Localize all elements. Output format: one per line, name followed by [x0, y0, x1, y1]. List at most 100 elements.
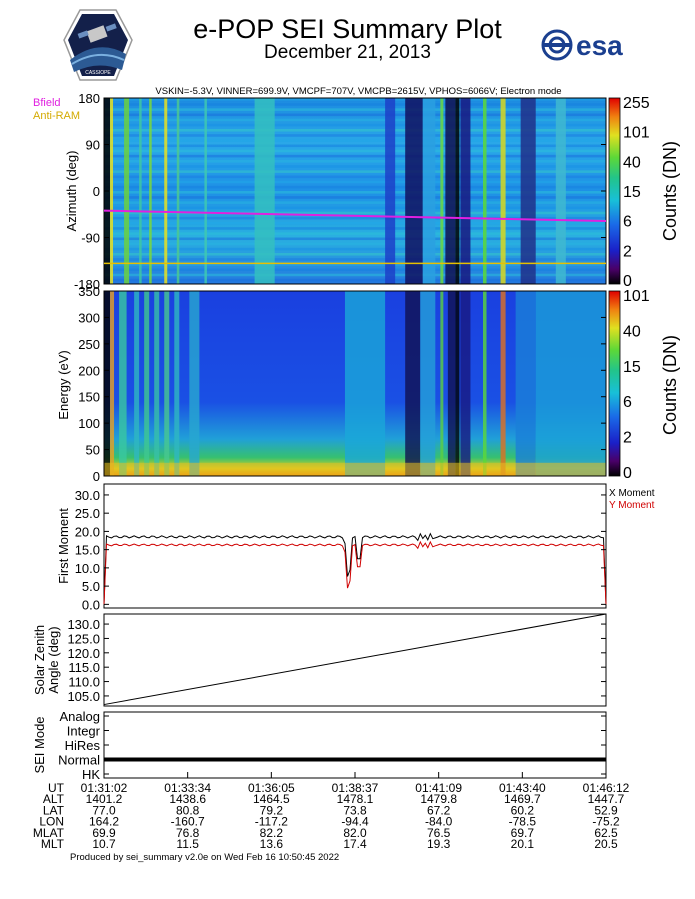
ephemeris-cell: 01:38:37	[332, 781, 379, 795]
energy-low-band	[104, 462, 606, 476]
energy-stripe	[344, 291, 386, 476]
legend-antiram: Anti-RAM	[33, 110, 81, 122]
ephemeris-cell: 11.5	[176, 837, 199, 851]
azimuth-colorbar-ticks: 255 101 40 15 6 2 0	[623, 95, 650, 290]
azimuth-stripe	[110, 98, 114, 284]
energy-stripe	[144, 291, 150, 476]
azimuth-colorbar-tick: 101	[623, 125, 650, 142]
ephemeris-row-label: LON	[39, 815, 64, 829]
azimuth-band	[104, 258, 606, 261]
azimuth-tick-label: -180	[74, 277, 100, 292]
energy-colorbar-tick: 101	[623, 288, 650, 305]
energy-colorbar-ticks: 101 40 15 6 2 0	[623, 288, 650, 482]
energy-stripe	[104, 291, 111, 476]
solar-zenith-tick-label: 125.0	[67, 631, 100, 646]
energy-stripe	[535, 291, 606, 476]
ephemeris-cell: 1469.7	[504, 792, 541, 806]
energy-colorbar-label: Counts (DN)	[660, 335, 680, 435]
azimuth-colorbar-tick: 0	[623, 273, 632, 290]
ephemeris-cell: 82.0	[343, 826, 367, 840]
azimuth-band	[104, 144, 606, 148]
azimuth-band	[104, 216, 606, 220]
y-moment-series	[103, 540, 607, 605]
azimuth-band	[104, 222, 606, 225]
ephemeris-cell: 1464.5	[253, 792, 290, 806]
solar-zenith-series	[103, 613, 607, 706]
ephemeris-cell: 62.5	[594, 826, 618, 840]
azimuth-band	[104, 134, 606, 137]
ephemeris-cell: -117.2	[255, 815, 288, 829]
x-moment-series	[103, 532, 607, 605]
azimuth-stripe	[440, 98, 444, 284]
ephemeris-cell: 82.2	[260, 826, 284, 840]
energy-tick-label: 350	[78, 284, 100, 299]
azimuth-band	[104, 180, 606, 184]
energy-yticks: 350 300 250 200 150 100 50 0	[78, 284, 606, 484]
azimuth-colorbar-tick: 255	[623, 95, 650, 112]
ephemeris-cell: 10.7	[92, 837, 116, 851]
azimuth-stripe	[460, 98, 471, 284]
ephemeris-cell: -84.0	[425, 815, 453, 829]
energy-tick-label: 200	[78, 363, 100, 378]
ephemeris-cell: -94.4	[341, 815, 369, 829]
ephemeris-row-label: LAT	[43, 803, 65, 817]
ephemeris-cell: 1438.6	[169, 792, 206, 806]
ephemeris-cell: 69.7	[511, 826, 535, 840]
solar-zenith-ylabel-2: Angle (deg)	[46, 626, 61, 693]
energy-heatmap-stripes	[104, 291, 606, 476]
ephemeris-cell: 13.6	[260, 837, 284, 851]
azimuth-stripe	[164, 98, 168, 284]
azimuth-band	[104, 263, 606, 266]
energy-stripe	[110, 291, 115, 476]
ephemeris-cell: 1447.7	[588, 792, 625, 806]
energy-tick-label: 150	[78, 390, 100, 405]
ephemeris-cell: 76.5	[427, 826, 451, 840]
azimuth-yticks: 180 90 0 -90 -180	[74, 91, 606, 292]
azimuth-band	[104, 160, 606, 163]
azimuth-stripe	[139, 98, 142, 284]
ephemeris-row-label: MLAT	[33, 826, 65, 840]
energy-tick-label: 50	[86, 443, 100, 458]
azimuth-band	[104, 175, 606, 179]
azimuth-stripe	[422, 98, 436, 284]
ephemeris-row-label: MLT	[41, 837, 65, 851]
solar-zenith-tick-label: 120.0	[67, 646, 100, 661]
ephemeris-cell: -160.7	[171, 815, 205, 829]
azimuth-band	[104, 108, 606, 111]
azimuth-band	[104, 268, 606, 272]
ephemeris-cell: 01:46:12	[583, 781, 630, 795]
energy-stripe	[405, 291, 421, 476]
footer-credit: Produced by sei_summary v2.0e on Wed Feb…	[70, 852, 340, 863]
legend-y-moment: Y Moment	[609, 500, 655, 511]
instrument-params: VSKIN=-5.3V, VINNER=699.9V, VMCPF=707V, …	[155, 86, 562, 97]
solar-zenith-tick-label: 105.0	[67, 689, 100, 704]
ephemeris-cell: 77.0	[92, 803, 116, 817]
azimuth-band	[104, 196, 606, 199]
energy-stripe	[500, 291, 506, 476]
azimuth-band	[104, 237, 606, 241]
sei-mode-tick-label: Integr	[67, 724, 101, 739]
azimuth-stripe	[204, 98, 207, 284]
first-moment-yticks: 30.0 25.0 20.0 15.0 10.0 5.0 0.0	[75, 488, 606, 612]
ephemeris-row-label: ALT	[43, 792, 65, 806]
page-title: e-POP SEI Summary Plot	[193, 14, 502, 44]
ephemeris-cell: 01:41:09	[415, 781, 462, 795]
legend-x-moment: X Moment	[609, 488, 655, 499]
azimuth-colorbar-tick: 15	[623, 184, 641, 201]
azimuth-colorbar	[608, 97, 621, 285]
mission-logo: CASSIOPE	[62, 8, 134, 84]
azimuth-tick-label: -90	[81, 231, 100, 246]
azimuth-tick-label: 90	[86, 138, 100, 153]
ephemeris-cell: 20.5	[594, 837, 618, 851]
azimuth-colorbar-tick: 40	[623, 154, 641, 171]
azimuth-ylabel: Azimuth (deg)	[64, 151, 79, 232]
azimuth-band	[104, 149, 606, 153]
energy-colorbar-tick: 0	[623, 465, 632, 482]
ephemeris-cell: -75.2	[592, 815, 620, 829]
energy-stripe	[189, 291, 200, 476]
azimuth-stripe	[385, 98, 396, 284]
ephemeris-row-label: UT	[48, 781, 65, 795]
